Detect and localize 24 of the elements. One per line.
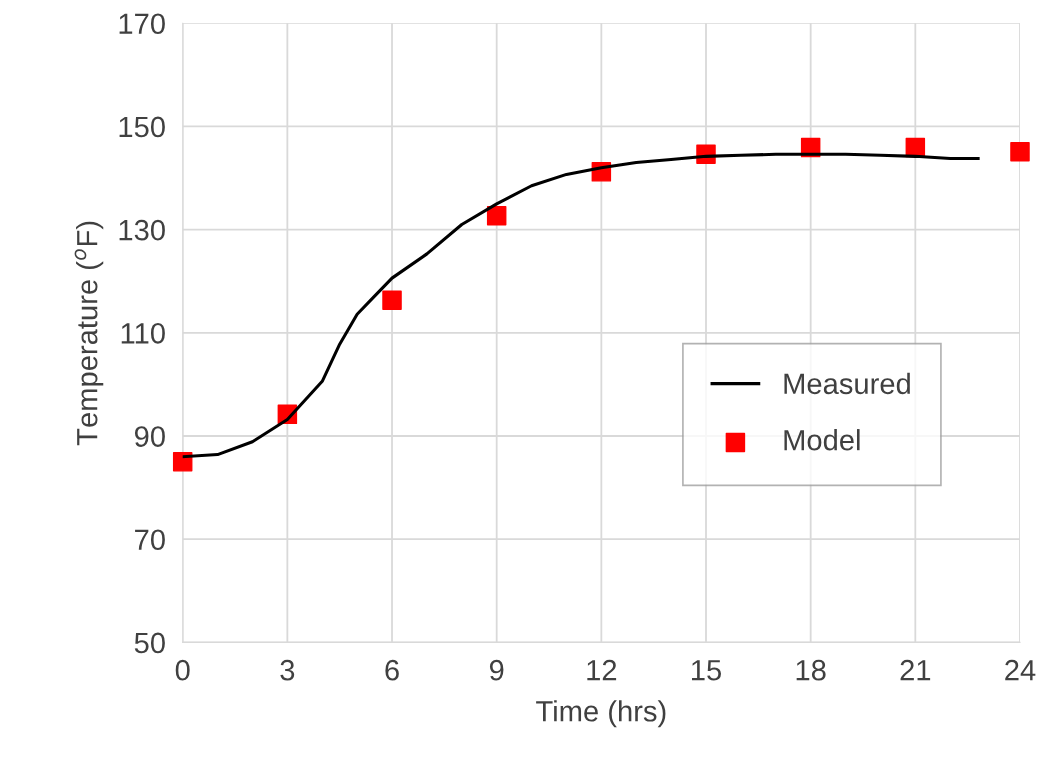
x-axis-title: Time (hrs) bbox=[536, 700, 666, 728]
point bbox=[172, 452, 193, 472]
x-tick-label: 12 bbox=[587, 659, 617, 681]
x-tick-label: 24 bbox=[1005, 659, 1036, 681]
y-tick-label: 110 bbox=[121, 323, 165, 344]
y-tick-label: 90 bbox=[134, 426, 165, 447]
x-tick-label: 6 bbox=[385, 659, 399, 681]
y-axis-title: Temperature ($^{o}$F) bbox=[74, 221, 104, 446]
y-tick-label: 130 bbox=[119, 219, 165, 241]
point bbox=[486, 205, 507, 226]
y-tick-label: 50 bbox=[134, 632, 165, 654]
point bbox=[382, 290, 402, 311]
x-tick-label: 0 bbox=[175, 659, 190, 681]
x-tick-label: 15 bbox=[692, 660, 721, 681]
y-tick-label: 170 bbox=[119, 13, 165, 35]
legend-label: Model bbox=[784, 429, 860, 451]
x-tick-label: 18 bbox=[796, 659, 826, 681]
x-tick-label: 9 bbox=[489, 659, 504, 681]
x-tick-label: 3 bbox=[280, 659, 295, 681]
x-tick-label: 21 bbox=[900, 659, 931, 681]
y-tick-label: 70 bbox=[135, 529, 165, 551]
y-tick-label: 150 bbox=[119, 116, 165, 138]
legend-label: Measured bbox=[784, 372, 910, 395]
point bbox=[1010, 141, 1030, 162]
